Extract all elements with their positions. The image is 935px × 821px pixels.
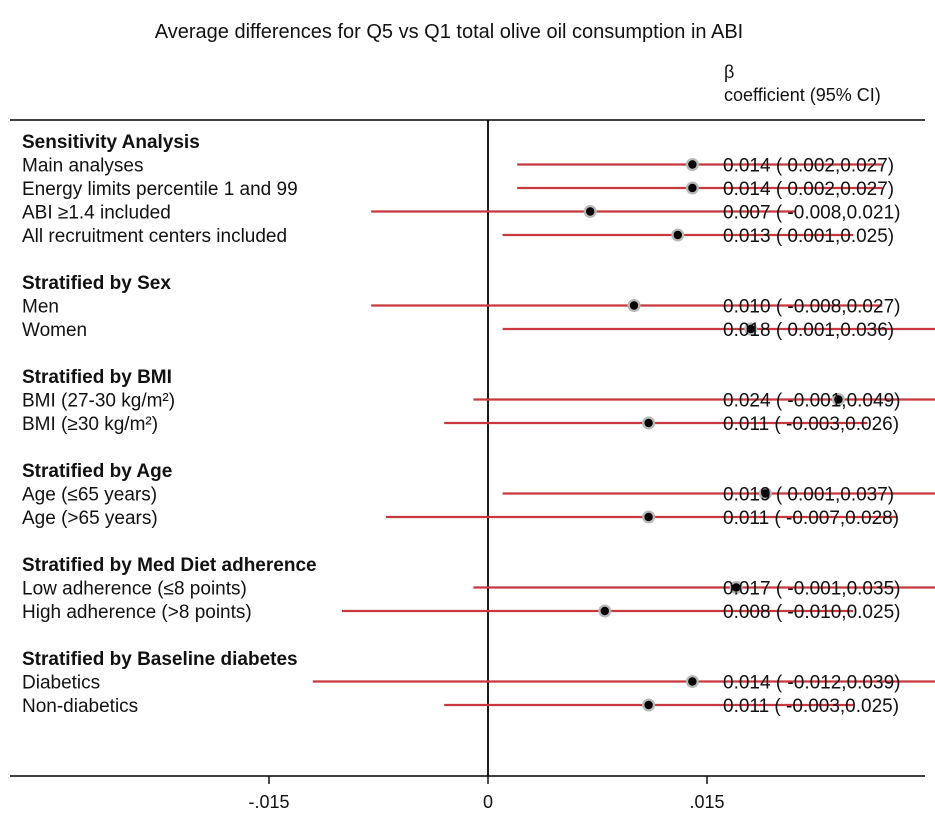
row-label: Men bbox=[22, 297, 59, 318]
forest-rows: Sensitivity Analysis Main analyses 0.014 (… bbox=[22, 132, 935, 717]
ci-value-text: 0.010 ( -0.008,0.027) bbox=[723, 297, 900, 318]
point-estimate bbox=[834, 395, 843, 404]
row-label: Main analyses bbox=[22, 156, 143, 177]
ci-value-text: 0.014 ( 0.002,0.027) bbox=[723, 179, 894, 200]
row-label: ABI ≥1.4 included bbox=[22, 203, 171, 224]
ci-column-header: coefficient (95% CI) bbox=[724, 85, 881, 105]
beta-symbol: β bbox=[724, 62, 734, 82]
x-tick-label: -.015 bbox=[248, 792, 289, 812]
ci-value-text: 0.011 ( -0.003,0.025) bbox=[723, 696, 899, 717]
row-label: Non-diabetics bbox=[22, 696, 138, 717]
ci-value-text: 0.013 ( 0.001,0.025) bbox=[723, 226, 894, 247]
point-estimate bbox=[688, 677, 697, 686]
point-estimate bbox=[600, 606, 609, 616]
row-label: Energy limits percentile 1 and 99 bbox=[22, 179, 298, 200]
ci-value-text: 0.007 ( -0.008,0.021) bbox=[723, 203, 900, 224]
point-estimate bbox=[732, 583, 741, 592]
ci-value-text: 0.011 ( -0.007,0.028) bbox=[723, 508, 899, 529]
x-tick-label: 0 bbox=[483, 792, 493, 812]
row-label: BMI (27-30 kg/m²) bbox=[22, 391, 175, 412]
row-label: Age (>65 years) bbox=[22, 508, 158, 529]
row-label: Low adherence (≤8 points) bbox=[22, 579, 247, 600]
ci-value-text: 0.014 ( -0.012,0.039) bbox=[723, 673, 900, 694]
row-label: All recruitment centers included bbox=[22, 226, 287, 247]
point-estimate bbox=[688, 160, 697, 169]
point-estimate bbox=[586, 207, 595, 216]
point-estimate bbox=[688, 183, 697, 193]
ci-value-text: 0.017 ( -0.001,0.035) bbox=[723, 579, 900, 600]
row-label: BMI (≥30 kg/m²) bbox=[22, 414, 158, 435]
point-estimate bbox=[746, 324, 755, 334]
ci-value-text: 0.011 ( -0.003,0.026) bbox=[723, 414, 899, 435]
group-heading: Sensitivity Analysis bbox=[22, 132, 200, 153]
group-heading: Stratified by Baseline diabetes bbox=[22, 649, 298, 670]
ci-value-text: 0.018 ( 0.001,0.036) bbox=[723, 320, 894, 341]
group-heading: Stratified by BMI bbox=[22, 367, 172, 388]
x-tick-label: .015 bbox=[689, 792, 724, 812]
point-estimate bbox=[644, 512, 653, 522]
row-label: Women bbox=[22, 320, 87, 341]
point-estimate bbox=[761, 489, 770, 498]
chart-title: Average differences for Q5 vs Q1 total o… bbox=[155, 21, 743, 43]
point-estimate bbox=[644, 700, 653, 710]
row-label: Diabetics bbox=[22, 673, 100, 694]
row-label: High adherence (>8 points) bbox=[22, 602, 252, 623]
ci-value-text: 0.019 ( 0.001,0.037) bbox=[723, 485, 894, 506]
point-estimate bbox=[629, 301, 639, 310]
ci-value-text: 0.008 ( -0.010,0.025) bbox=[723, 602, 900, 623]
point-estimate bbox=[673, 230, 682, 240]
group-heading: Stratified by Age bbox=[22, 461, 172, 482]
point-estimate bbox=[644, 418, 653, 428]
ci-value-text: 0.014 ( 0.002,0.027) bbox=[723, 156, 894, 177]
group-heading: Stratified by Med Diet adherence bbox=[22, 555, 317, 576]
row-label: Age (≤65 years) bbox=[22, 485, 157, 506]
group-heading: Stratified by Sex bbox=[22, 273, 171, 294]
ci-value-text: 0.024 ( -0.001,0.049) bbox=[723, 391, 900, 412]
